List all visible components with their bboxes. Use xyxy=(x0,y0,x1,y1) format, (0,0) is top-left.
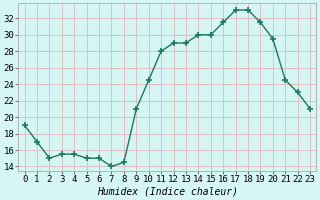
X-axis label: Humidex (Indice chaleur): Humidex (Indice chaleur) xyxy=(97,187,238,197)
